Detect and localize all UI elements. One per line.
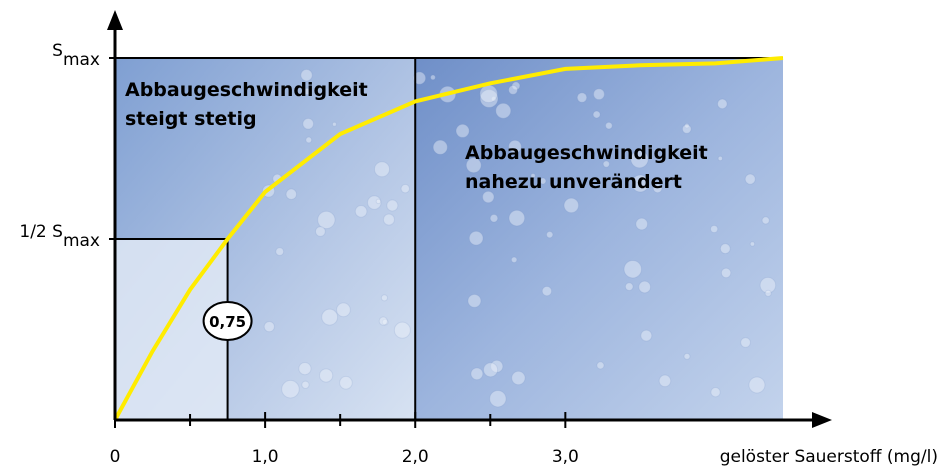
- half-label: 0,75: [209, 313, 246, 331]
- droplet: [749, 377, 765, 393]
- y-tick-label-main: S: [52, 41, 63, 61]
- droplet: [511, 257, 517, 263]
- droplet: [641, 330, 652, 341]
- droplet: [306, 137, 312, 143]
- droplet: [332, 122, 336, 126]
- droplet: [264, 321, 274, 331]
- x-tick-label: 3,0: [552, 447, 579, 467]
- droplet: [394, 322, 410, 338]
- droplet: [431, 75, 436, 80]
- annotation: steigt stetig: [125, 108, 257, 130]
- droplet: [456, 124, 469, 137]
- droplet: [577, 93, 587, 103]
- droplet: [401, 184, 409, 192]
- annotation: Abbaugeschwindigkeit: [465, 142, 708, 164]
- droplet: [471, 368, 483, 380]
- droplet: [496, 103, 511, 118]
- droplet: [484, 363, 498, 377]
- droplet: [381, 295, 387, 301]
- droplet: [684, 353, 690, 359]
- droplet: [374, 162, 389, 177]
- droplet: [322, 309, 338, 325]
- droplet: [468, 294, 481, 307]
- x-tick-label: 0: [110, 447, 121, 467]
- droplet: [718, 156, 722, 160]
- droplet: [303, 118, 314, 129]
- x-tick-label: 2,0: [402, 447, 429, 467]
- x-axis-label: gelöster Sauerstoff (mg/l): [720, 447, 938, 467]
- droplet: [337, 303, 351, 317]
- droplet: [750, 242, 754, 246]
- droplet: [546, 231, 552, 237]
- droplet: [720, 244, 730, 254]
- y-tick-label: Smax: [52, 41, 100, 70]
- droplet: [765, 290, 771, 296]
- y-tick-label-sub: max: [63, 50, 100, 70]
- droplet: [286, 189, 297, 200]
- droplet: [659, 375, 671, 387]
- droplet: [593, 89, 604, 100]
- droplet: [741, 338, 751, 348]
- droplet: [509, 85, 518, 94]
- droplet: [340, 376, 353, 389]
- droplet: [745, 174, 755, 184]
- droplet: [509, 210, 525, 226]
- droplet: [721, 268, 731, 278]
- droplet: [636, 218, 648, 230]
- y-tick-label: 1/2 Smax: [19, 222, 100, 251]
- droplet: [480, 85, 498, 103]
- droplet: [355, 206, 367, 218]
- annotation: nahezu unverändert: [465, 171, 682, 193]
- y-tick-label-main: 1/2 S: [19, 222, 63, 242]
- droplet: [605, 122, 612, 129]
- droplet: [597, 362, 604, 369]
- droplet: [762, 217, 769, 224]
- droplet: [376, 199, 380, 203]
- x-tick-label: 1,0: [252, 447, 279, 467]
- droplet: [490, 214, 498, 222]
- droplet: [302, 381, 309, 388]
- droplet: [717, 99, 727, 109]
- droplet: [318, 211, 335, 228]
- droplet: [433, 140, 447, 154]
- droplet: [639, 281, 651, 293]
- annotation: Abbaugeschwindigkeit: [125, 79, 368, 101]
- droplet: [387, 200, 398, 211]
- x-axis-arrow: [812, 412, 832, 428]
- y-axis-arrow: [107, 10, 123, 30]
- droplet: [542, 286, 551, 295]
- droplet: [315, 227, 325, 237]
- droplet: [490, 391, 506, 407]
- droplet: [383, 214, 394, 225]
- droplet: [282, 380, 300, 398]
- droplet: [469, 231, 483, 245]
- droplet: [299, 362, 311, 374]
- droplet: [711, 388, 720, 397]
- droplet: [624, 260, 642, 278]
- droplet: [593, 111, 600, 118]
- y-tick-label-sub: max: [63, 231, 100, 251]
- droplet: [276, 248, 284, 256]
- droplet: [512, 371, 525, 384]
- droplet: [564, 198, 579, 213]
- droplet: [682, 125, 691, 134]
- chart: 0,75 0 1,0 2,0 3,0 gelöster Sauerstoff (mg/l)…: [0, 0, 941, 468]
- droplet: [319, 369, 332, 382]
- droplet: [625, 283, 633, 291]
- droplet: [379, 317, 387, 325]
- droplet: [710, 225, 717, 232]
